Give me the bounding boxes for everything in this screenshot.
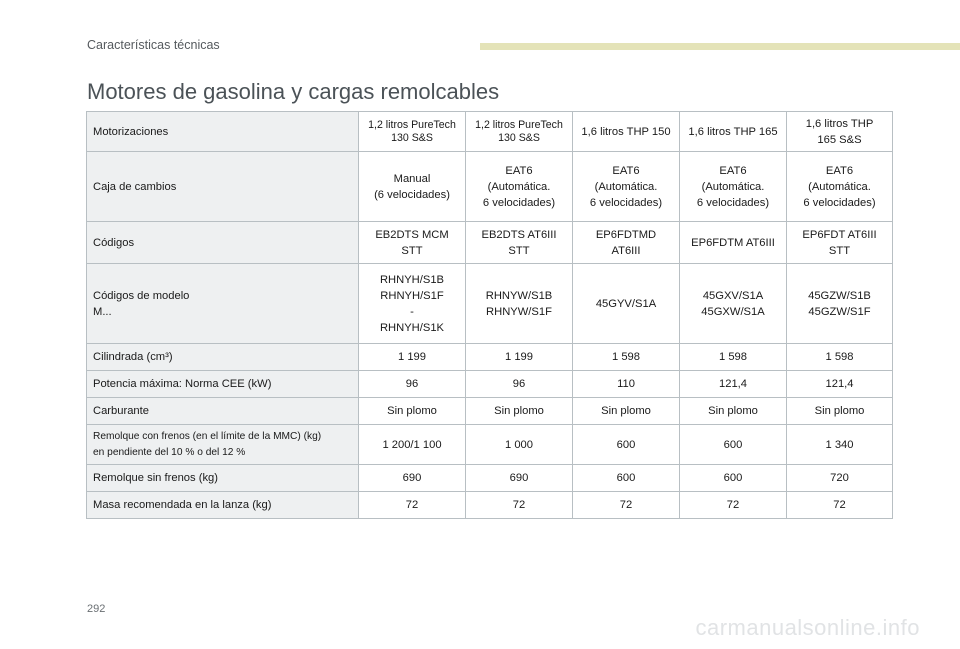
table-cell: 45GZW/S1B 45GZW/S1F: [786, 263, 893, 344]
table-cell: EAT6 (Automática. 6 velocidades): [679, 151, 787, 222]
table-cell: 121,4: [679, 370, 787, 398]
table-cell: 121,4: [786, 370, 893, 398]
table-cell: 690: [358, 464, 466, 492]
page-title: Motores de gasolina y cargas remolcables: [87, 78, 500, 104]
table-cell: 45GXV/S1A 45GXW/S1A: [679, 263, 787, 344]
table-row: Carburante Sin plomo Sin plomo Sin plomo Sin…: [86, 397, 893, 425]
table-row: Códigos EB2DTS MCM STT EB2DTS AT6III STT EP…: [86, 221, 893, 264]
table-cell: 72: [786, 491, 893, 519]
row-label: Códigos de modelo M...: [86, 263, 359, 344]
table-cell: EAT6 (Automática. 6 velocidades): [465, 151, 573, 222]
table-cell: Sin plomo: [358, 397, 466, 425]
table-cell: 600: [572, 464, 680, 492]
row-label: Códigos: [86, 221, 359, 264]
row-label: Caja de cambios: [86, 151, 359, 222]
table-cell: 96: [465, 370, 573, 398]
table-cell: 600: [679, 424, 787, 465]
row-label: Cilindrada (cm³): [86, 343, 359, 371]
table-cell: 1 200/1 100: [358, 424, 466, 465]
table-cell: 1 000: [465, 424, 573, 465]
table-cell: EP6FDT AT6III STT: [786, 221, 893, 264]
table-cell: 1,6 litros THP 165 S&S: [786, 111, 893, 152]
table-cell: RHNYH/S1B RHNYH/S1F - RHNYH/S1K: [358, 263, 466, 344]
table-cell: 1,2 litros PureTech 130 S&S: [465, 111, 573, 152]
table-row: Motorizaciones 1,2 litros PureTech 130 S&…: [86, 111, 893, 152]
header-accent-bar: [480, 43, 960, 50]
table-cell: 72: [358, 491, 466, 519]
watermark: carmanualsonline.info: [695, 615, 920, 640]
table-cell: EAT6 (Automática. 6 velocidades): [786, 151, 893, 222]
table-cell: 1,6 litros THP 150: [572, 111, 680, 152]
table-cell: EP6FDTMD AT6III: [572, 221, 680, 264]
table-cell: 96: [358, 370, 466, 398]
table-cell: 690: [465, 464, 573, 492]
table-cell: EB2DTS AT6III STT: [465, 221, 573, 264]
table-row: Remolque sin frenos (kg) 690 690 600 600 720: [86, 464, 893, 492]
spec-table-body: Motorizaciones 1,2 litros PureTech 130 S&…: [86, 111, 893, 519]
table-row: Caja de cambios Manual (6 velocidades) EAT…: [86, 151, 893, 222]
table-cell: 1 199: [358, 343, 466, 371]
table-cell: 1 340: [786, 424, 893, 465]
table-row: Masa recomendada en la lanza (kg) 72 72 72 7…: [86, 491, 893, 519]
table-cell: 1,6 litros THP 165: [679, 111, 787, 152]
table-row: Remolque con frenos (en el límite de la …: [86, 424, 893, 465]
table-cell: Sin plomo: [679, 397, 787, 425]
row-label: Masa recomendada en la lanza (kg): [86, 491, 359, 519]
table-row: Cilindrada (cm³) 1 199 1 199 1 598 1 598 1 59…: [86, 343, 893, 371]
table-cell: 110: [572, 370, 680, 398]
table-row: Potencia máxima: Norma CEE (kW) 96 96 110 12…: [86, 370, 893, 398]
table-cell: 72: [679, 491, 787, 519]
table-cell: 1 598: [786, 343, 893, 371]
section-label: Características técnicas: [87, 38, 220, 52]
table-cell: Sin plomo: [786, 397, 893, 425]
table-cell: 720: [786, 464, 893, 492]
row-label: Remolque con frenos (en el límite de la …: [86, 424, 359, 465]
table-cell: EAT6 (Automática. 6 velocidades): [572, 151, 680, 222]
table-cell: 72: [465, 491, 573, 519]
engine-spec-table: Motorizaciones 1,2 litros PureTech 130 S&…: [86, 111, 893, 519]
row-label: Potencia máxima: Norma CEE (kW): [86, 370, 359, 398]
table-cell: Sin plomo: [572, 397, 680, 425]
table-cell: RHNYW/S1B RHNYW/S1F: [465, 263, 573, 344]
table-cell: 1 598: [572, 343, 680, 371]
table-cell: EB2DTS MCM STT: [358, 221, 466, 264]
table-cell: 72: [572, 491, 680, 519]
row-label: Motorizaciones: [86, 111, 359, 152]
table-cell: 600: [572, 424, 680, 465]
row-label: Carburante: [86, 397, 359, 425]
table-cell: 600: [679, 464, 787, 492]
row-label: Remolque sin frenos (kg): [86, 464, 359, 492]
page-number: 292: [87, 603, 106, 615]
table-cell: Sin plomo: [465, 397, 573, 425]
table-cell: 1 199: [465, 343, 573, 371]
table-cell: Manual (6 velocidades): [358, 151, 466, 222]
table-cell: 1,2 litros PureTech 130 S&S: [358, 111, 466, 152]
table-row: Códigos de modelo M... RHNYH/S1B RHNYH/S1…: [86, 263, 893, 344]
table-cell: EP6FDTM AT6III: [679, 221, 787, 264]
table-cell: 1 598: [679, 343, 787, 371]
table-cell: 45GYV/S1A: [572, 263, 680, 344]
